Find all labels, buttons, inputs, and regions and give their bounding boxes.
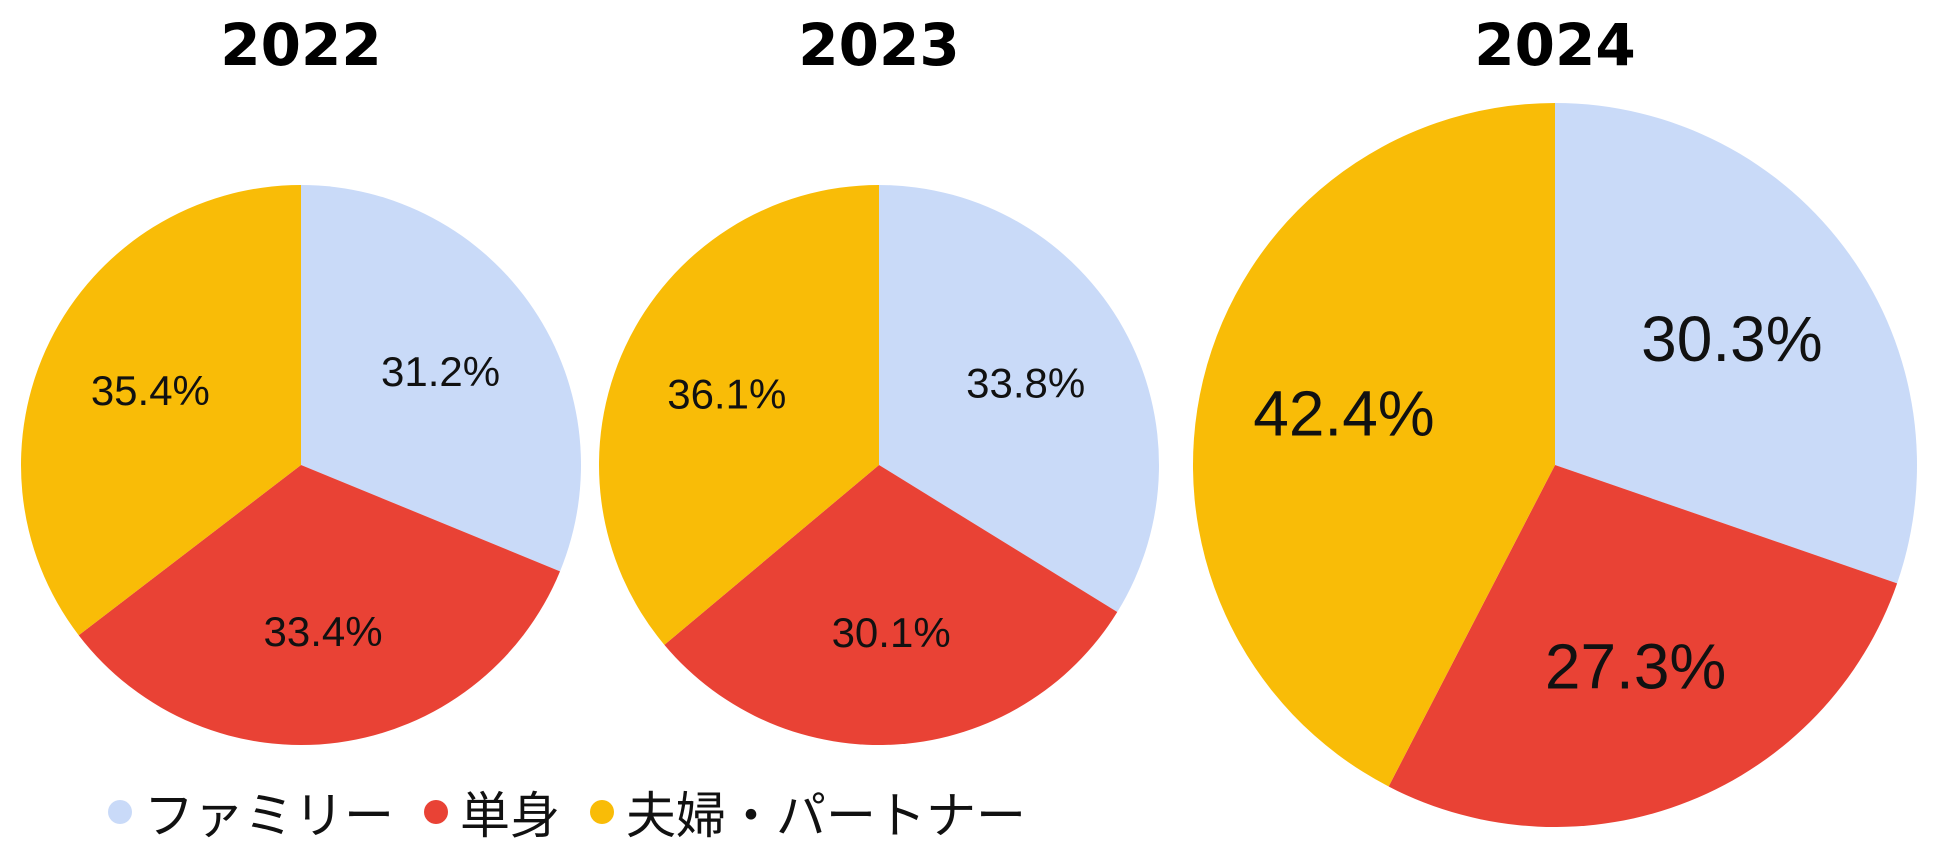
pie-slice-family: [1555, 103, 1917, 584]
slice-label-family: 31.2%: [381, 348, 500, 395]
pie-slice-single: [78, 465, 561, 746]
chart-title: 2023: [798, 11, 959, 79]
legend-item-family: ファミリー: [108, 776, 394, 848]
legend-item-single: 単身: [424, 776, 560, 848]
pie-chart-2023: 2023 33.8% 30.1% 36.1%: [598, 11, 1160, 746]
slice-label-single: 30.1%: [832, 609, 951, 656]
pie-chart-2022: 2022 31.2% 33.4% 35.4%: [20, 11, 581, 746]
pie-slice-couple: [20, 185, 301, 636]
pie-slice-single: [664, 465, 1118, 746]
pie-slice-single: [1388, 465, 1898, 828]
pie-chart-2024: 2024 30.3% 27.3% 42.4%: [1192, 11, 1917, 828]
slice-label-couple: 42.4%: [1253, 378, 1434, 450]
chart-title: 2024: [1474, 11, 1635, 79]
slice-label-single: 27.3%: [1545, 631, 1726, 703]
slice-label-family: 33.8%: [966, 360, 1085, 407]
pie-slice-couple: [1192, 103, 1555, 787]
slice-label-couple: 35.4%: [91, 367, 210, 414]
legend: ファミリー 単身 夫婦・パートナー: [108, 776, 1056, 848]
pie-slice-family: [301, 185, 581, 572]
chart-title: 2022: [220, 11, 381, 79]
legend-label-single: 単身: [460, 787, 560, 845]
slice-label-single: 33.4%: [264, 608, 383, 655]
legend-swatch-family: [108, 800, 132, 824]
pie-slice-family: [879, 184, 1160, 613]
pie-slice-couple: [598, 185, 879, 645]
legend-label-family: ファミリー: [144, 787, 394, 845]
slice-label-couple: 36.1%: [667, 370, 786, 417]
slice-label-family: 30.3%: [1641, 303, 1822, 375]
legend-swatch-single: [424, 800, 448, 824]
legend-swatch-couple: [590, 800, 614, 824]
legend-item-couple: 夫婦・パートナー: [590, 776, 1026, 848]
legend-label-couple: 夫婦・パートナー: [626, 787, 1026, 845]
